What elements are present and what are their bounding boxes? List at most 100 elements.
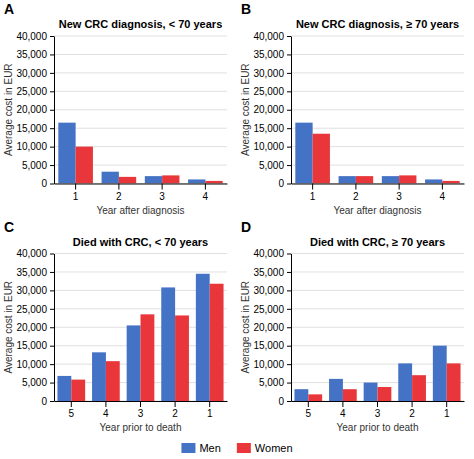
x-tick-label: 4 [103, 408, 109, 419]
x-tick-label: 4 [440, 191, 446, 202]
y-axis-line [54, 37, 55, 185]
y-tick-mark [287, 73, 291, 74]
bar-series [294, 346, 446, 401]
bar [425, 179, 442, 183]
x-tick-mark [209, 401, 210, 407]
bar [162, 175, 179, 183]
bar [127, 325, 141, 401]
y-tick-mark [50, 184, 54, 185]
x-tick: 4 [340, 401, 346, 419]
y-tick-mark [287, 327, 291, 328]
x-tick: 4 [203, 184, 209, 202]
x-tick-label: 5 [69, 408, 75, 419]
x-tick-mark [205, 184, 206, 190]
bar [58, 123, 75, 184]
x-axis: 1 2 3 4 [292, 184, 465, 202]
y-tick: 25,000 [16, 86, 54, 97]
y-tick-mark [50, 91, 54, 92]
x-tick: 2 [353, 184, 359, 202]
bars [57, 274, 223, 401]
y-axis: 05,00010,00015,00020,00025,00030,00035,0… [253, 248, 291, 407]
legend: MenWomen [181, 442, 292, 454]
y-tick: 0 [278, 396, 291, 407]
y-tick-label: 30,000 [16, 285, 47, 296]
y-tick-mark [287, 401, 291, 402]
x-tick: 1 [73, 184, 79, 202]
y-tick-label: 10,000 [253, 359, 284, 370]
y-tick: 20,000 [253, 322, 291, 333]
y-tick: 40,000 [253, 31, 291, 42]
y-tick-mark [287, 165, 291, 166]
y-tick-label: 10,000 [16, 141, 47, 152]
grid-line [54, 253, 227, 254]
bars [58, 123, 222, 184]
bar [119, 177, 136, 184]
y-tick: 0 [278, 178, 291, 189]
y-tick-mark [287, 383, 291, 384]
y-tick: 15,000 [253, 340, 291, 351]
bar [398, 363, 412, 401]
bar [356, 176, 373, 183]
bar [106, 361, 120, 401]
y-tick-mark [50, 346, 54, 347]
x-tick-mark [412, 401, 413, 407]
y-tick-label: 35,000 [16, 267, 47, 278]
grid-line [291, 72, 464, 73]
y-tick: 5,000 [22, 160, 54, 171]
x-tick-mark [442, 184, 443, 190]
x-tick-label: 4 [203, 191, 209, 202]
panel-label: D [241, 219, 251, 235]
y-tick: 25,000 [253, 304, 291, 315]
y-tick-mark [50, 309, 54, 310]
y-tick: 20,000 [16, 322, 54, 333]
bars [295, 123, 459, 184]
y-tick-label: 30,000 [253, 68, 284, 79]
y-tick-mark [287, 91, 291, 92]
y-axis-line [54, 254, 55, 402]
y-tick: 20,000 [16, 104, 54, 115]
grid-line [54, 36, 227, 37]
grid [54, 254, 227, 402]
y-tick-label: 5,000 [22, 160, 47, 171]
y-tick-label: 15,000 [253, 340, 284, 351]
y-tick: 35,000 [16, 49, 54, 60]
panel: 5432105,00010,00015,00020,00025,00030,00… [240, 219, 465, 434]
grid-line [54, 271, 227, 272]
bar-series [57, 274, 209, 401]
bar [71, 380, 85, 401]
y-axis: 05,00010,00015,00020,00025,00030,00035,0… [16, 31, 54, 190]
x-tick: 1 [310, 184, 316, 202]
bar-series [313, 134, 460, 184]
y-tick: 25,000 [16, 304, 54, 315]
y-tick-mark [50, 36, 54, 37]
y-tick-mark [287, 110, 291, 111]
y-tick-mark [287, 346, 291, 347]
title: New CRC diagnosis, ≥ 70 years [296, 18, 459, 30]
x-tick-mark [355, 184, 356, 190]
y-tick: 10,000 [16, 141, 54, 152]
x-tick-label: 3 [396, 191, 402, 202]
y-tick-label: 15,000 [16, 340, 47, 351]
title: Died with CRC, ≥ 70 years [310, 236, 445, 248]
grid-line [291, 308, 464, 309]
y-tick: 40,000 [253, 248, 291, 259]
x-tick-mark [71, 401, 72, 407]
y-axis: 05,00010,00015,00020,00025,00030,00035,0… [16, 248, 54, 407]
bar [329, 379, 343, 401]
y-tick: 35,000 [253, 267, 291, 278]
y-tick-mark [287, 184, 291, 185]
bar-series [71, 284, 223, 401]
y-tick-mark [50, 147, 54, 148]
x-axis: 1234 [55, 184, 228, 202]
grid-line [291, 128, 464, 129]
y-tick-label: 0 [41, 396, 47, 407]
grid [291, 36, 464, 184]
y-tick-label: 35,000 [253, 267, 284, 278]
y-tick-mark [287, 128, 291, 129]
x-tick-mark [446, 401, 447, 407]
y-tick-label: 25,000 [16, 304, 47, 315]
x-tick-mark [175, 401, 176, 407]
bar [382, 176, 399, 183]
y-tick-label: 15,000 [253, 123, 284, 134]
y-tick-label: 40,000 [253, 31, 284, 42]
